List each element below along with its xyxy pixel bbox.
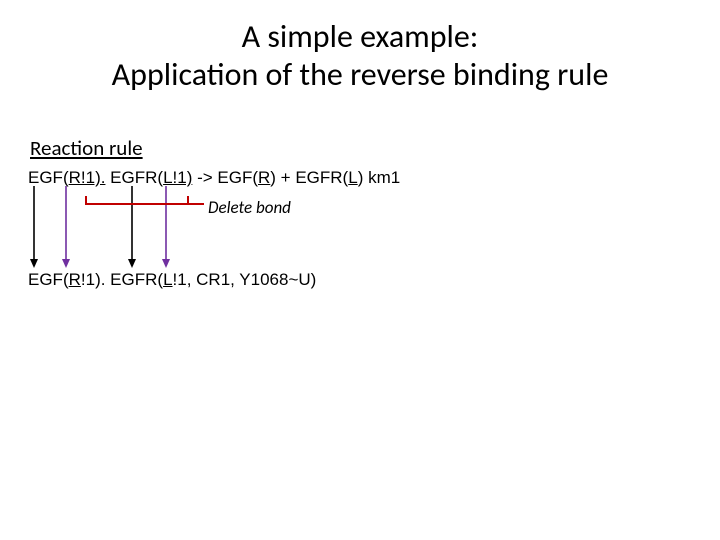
result-seg-u: L [163, 270, 172, 289]
result-species-text: EGF(R!1). EGFR(L!1, CR1, Y1068~U) [28, 270, 316, 290]
slide: A simple example: Application of the rev… [0, 0, 720, 540]
rule-seg: EGFR( [105, 168, 163, 187]
result-seg: EGF( [28, 270, 69, 289]
result-seg: !1). EGFR( [81, 270, 163, 289]
title-line-1: A simple example: [242, 17, 479, 56]
delete-bond-annotation: Delete bond [208, 197, 291, 218]
rule-seg: EGF( [28, 168, 69, 187]
section-label: Reaction rule [30, 135, 143, 161]
rule-seg: ) + EGFR( [270, 168, 348, 187]
reaction-rule-text: EGF(R!1). EGFR(L!1) -> EGF(R) + EGFR(L) … [28, 168, 400, 188]
result-seg-u: R [69, 270, 81, 289]
rule-seg: ) km1 [358, 168, 401, 187]
rule-seg-u: L!1) [163, 168, 192, 187]
title-line-2: Application of the reverse binding rule [112, 55, 609, 94]
result-seg: !1, CR1, Y1068~U) [173, 270, 317, 289]
rule-seg-u: R [258, 168, 270, 187]
rule-seg-u: L [348, 168, 357, 187]
rule-seg-u: R!1). [69, 168, 106, 187]
rule-seg: -> EGF( [192, 168, 258, 187]
slide-title: A simple example: Application of the rev… [0, 18, 720, 95]
